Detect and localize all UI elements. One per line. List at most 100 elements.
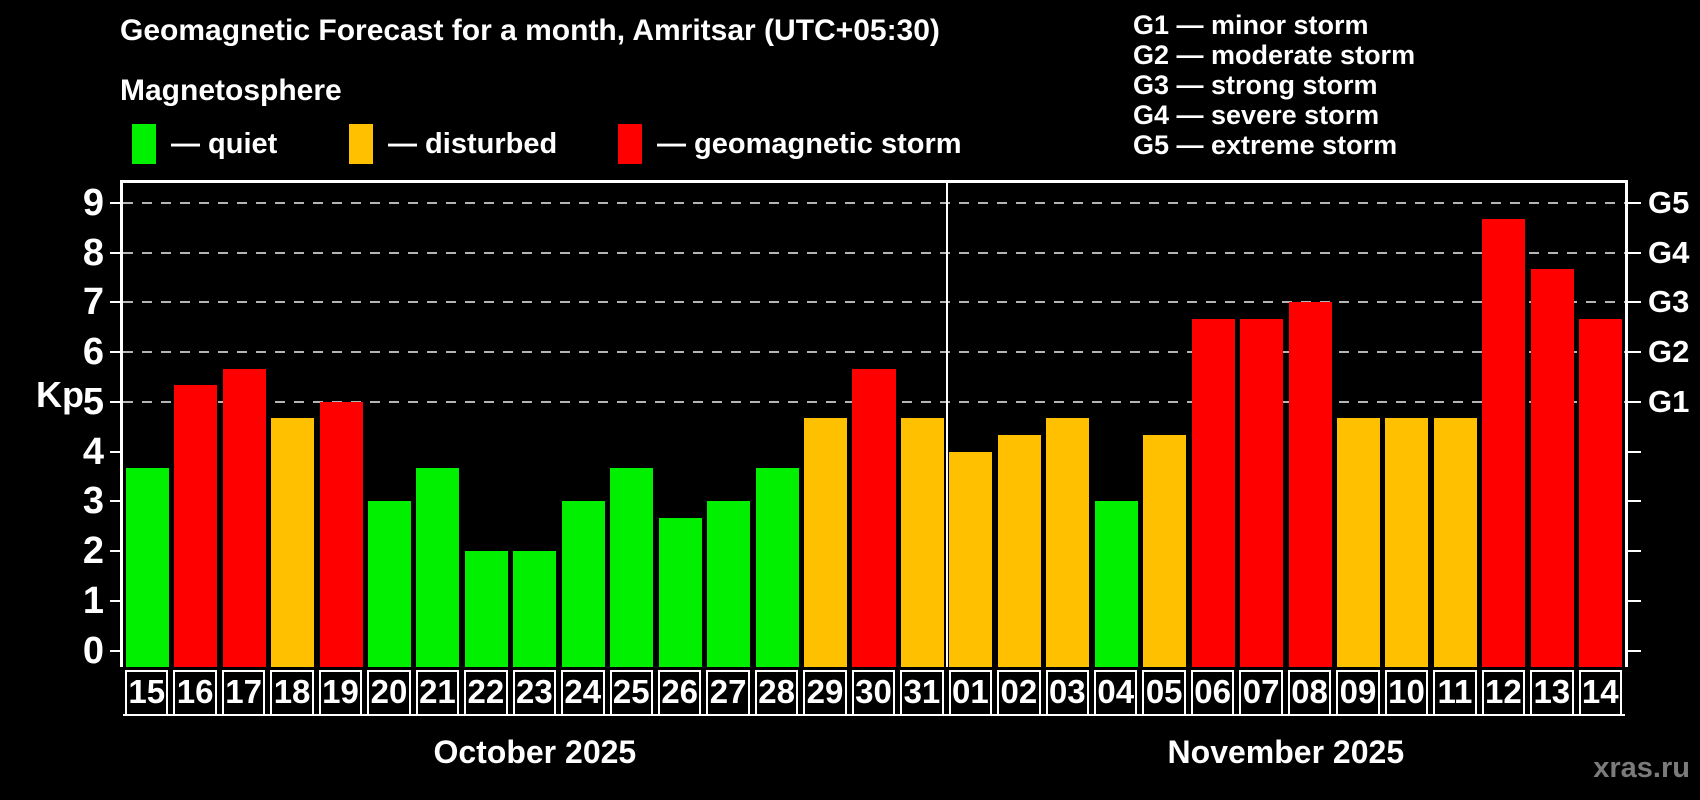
kp-bar-oct-26	[658, 517, 702, 667]
kp-bar-nov-11	[1433, 418, 1477, 667]
gridline-kp6	[123, 351, 1625, 354]
day-label-oct-20: 20	[367, 670, 411, 716]
day-label-nov-03: 03	[1045, 670, 1090, 716]
y-tick-right-0	[1628, 649, 1641, 652]
day-label-oct-15: 15	[125, 670, 169, 716]
kp-bar-nov-13	[1530, 269, 1574, 667]
kp-bar-oct-29	[804, 418, 848, 667]
y-tick-label-0: 0	[82, 629, 104, 672]
legend-item-quiet: — quiet	[132, 124, 277, 164]
y-tick-label-9: 9	[82, 181, 104, 224]
day-label-oct-18: 18	[270, 670, 314, 716]
chart-title: Geomagnetic Forecast for a month, Amrits…	[120, 14, 940, 47]
kp-bar-oct-17	[222, 368, 266, 667]
kp-bar-nov-02	[997, 435, 1041, 667]
day-label-oct-31: 31	[900, 670, 944, 716]
right-axis-label-g4: G4	[1648, 234, 1690, 270]
day-label-oct-28: 28	[754, 670, 799, 716]
kp-bar-nov-12	[1482, 219, 1526, 667]
day-label-oct-22: 22	[464, 670, 508, 716]
y-tick-right-5	[1628, 400, 1641, 403]
kp-bar-oct-16	[174, 385, 218, 667]
kp-bar-oct-20	[367, 501, 411, 667]
day-label-nov-14: 14	[1578, 670, 1622, 716]
y-tick-right-7	[1628, 301, 1641, 304]
right-axis-label-g1: G1	[1648, 383, 1690, 419]
day-label-nov-04: 04	[1094, 670, 1138, 716]
gridline-kp9	[123, 201, 1625, 204]
legend-label-disturbed: — disturbed	[388, 128, 558, 160]
kp-bar-oct-28	[755, 468, 799, 667]
legend-item-disturbed: — disturbed	[349, 124, 557, 164]
y-tick-right-6	[1628, 351, 1641, 354]
g5-legend-line: G5 — extreme storm	[1133, 130, 1398, 160]
day-label-nov-01: 01	[948, 670, 993, 716]
disturbed-color-swatch	[349, 124, 373, 164]
y-tick-left-1	[110, 599, 123, 602]
day-label-oct-21: 21	[415, 670, 460, 716]
kp-bar-nov-05	[1143, 435, 1187, 667]
kp-bar-oct-23	[513, 551, 557, 667]
kp-bar-nov-09	[1336, 418, 1381, 667]
day-label-oct-19: 19	[318, 670, 363, 716]
g-scale-legend: G1 — minor storm G2 — moderate storm G3 …	[1133, 10, 1415, 160]
gridline-kp8	[123, 251, 1625, 254]
kp-bar-nov-03	[1046, 418, 1090, 667]
right-axis-label-g3: G3	[1648, 284, 1690, 320]
day-label-nov-08: 08	[1287, 670, 1332, 716]
y-tick-right-8	[1628, 251, 1641, 254]
y-tick-label-7: 7	[82, 281, 104, 324]
kp-bar-oct-18	[271, 418, 315, 667]
kp-bar-oct-25	[610, 468, 654, 667]
month-separator-line	[945, 183, 948, 667]
y-tick-left-7	[110, 301, 123, 304]
day-label-nov-02: 02	[997, 670, 1041, 716]
day-label-nov-06: 06	[1190, 670, 1235, 716]
plot-top-spine	[120, 180, 1628, 183]
right-axis-label-g5: G5	[1648, 184, 1690, 220]
day-label-oct-23: 23	[512, 670, 557, 716]
day-row-baseline	[123, 714, 1625, 716]
quiet-color-swatch	[132, 124, 156, 164]
day-label-oct-29: 29	[803, 670, 847, 716]
kp-bar-nov-14	[1579, 318, 1623, 667]
y-tick-label-2: 2	[82, 530, 104, 573]
plot-left-spine	[120, 180, 123, 667]
day-label-nov-12: 12	[1481, 670, 1526, 716]
day-label-oct-27: 27	[706, 670, 750, 716]
day-label-oct-16: 16	[173, 670, 217, 716]
month-label-nov: November 2025	[1167, 734, 1405, 770]
day-label-nov-09: 09	[1336, 670, 1380, 716]
kp-bar-nov-06	[1191, 318, 1235, 667]
y-tick-label-4: 4	[82, 430, 104, 473]
kp-bar-oct-21	[416, 468, 460, 667]
y-tick-label-8: 8	[82, 231, 104, 274]
g4-legend-line: G4 — severe storm	[1133, 100, 1380, 130]
kp-bar-oct-22	[464, 551, 508, 667]
kp-bar-oct-24	[561, 501, 605, 667]
watermark: xras.ru	[1593, 752, 1690, 784]
kp-bar-nov-07	[1240, 318, 1284, 667]
kp-bar-oct-31	[900, 418, 944, 667]
g3-legend-line: G3 — strong storm	[1133, 70, 1378, 100]
day-label-oct-24: 24	[561, 670, 605, 716]
y-tick-left-9	[110, 201, 123, 204]
kp-bar-oct-19	[319, 401, 363, 667]
day-label-nov-07: 07	[1239, 670, 1283, 716]
y-tick-right-4	[1628, 450, 1641, 453]
y-tick-right-3	[1628, 500, 1641, 503]
y-axis-label: Kp	[36, 374, 84, 415]
right-axis-label-g2: G2	[1648, 334, 1690, 370]
plot-right-spine	[1625, 180, 1628, 667]
day-label-nov-11: 11	[1433, 670, 1477, 716]
y-tick-left-0	[110, 649, 123, 652]
legend-label-quiet: — quiet	[171, 128, 278, 160]
g1-legend-line: G1 — minor storm	[1133, 10, 1369, 40]
day-label-nov-13: 13	[1530, 670, 1574, 716]
y-tick-left-3	[110, 500, 123, 503]
kp-bar-nov-04	[1094, 501, 1138, 667]
y-tick-left-5	[110, 400, 123, 403]
y-tick-label-5: 5	[82, 380, 104, 423]
day-label-oct-25: 25	[609, 670, 653, 716]
